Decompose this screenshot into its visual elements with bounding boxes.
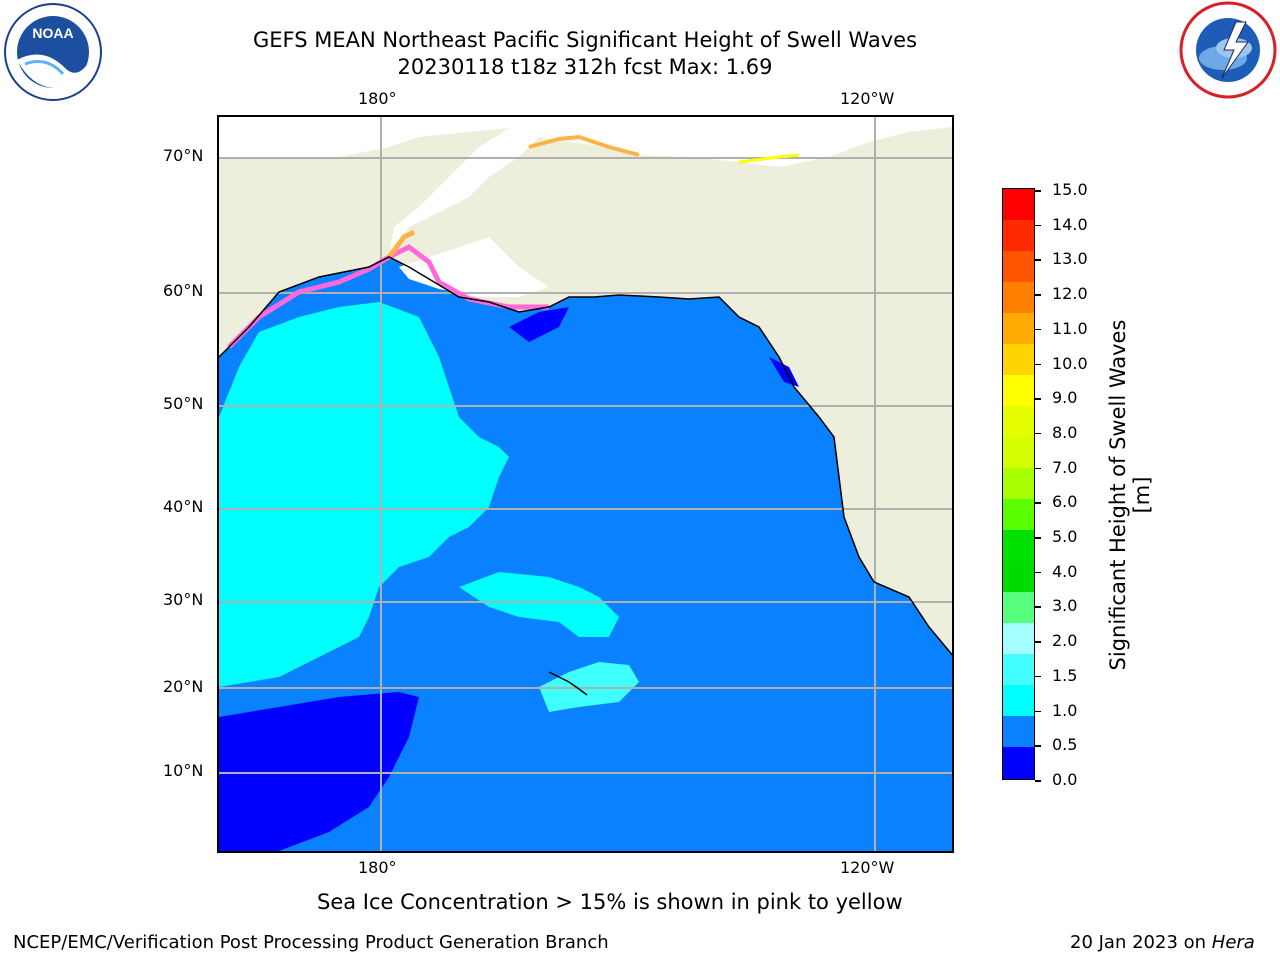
colorbar-tick-label: 5.0: [1052, 527, 1078, 547]
colorbar-tick-mark: [1035, 710, 1041, 713]
colorbar-segment: [1003, 747, 1034, 779]
colorbar-tick-label: 0.5: [1052, 735, 1078, 755]
lat-label-30n: 30°N: [163, 590, 204, 609]
sea-ice-note: Sea Ice Concentration > 15% is shown in …: [317, 890, 903, 914]
colorbar-segment: [1003, 375, 1034, 407]
colorbar-tick-mark: [1035, 745, 1041, 747]
bering-strait-water: [389, 122, 554, 257]
graticule: [219, 117, 952, 851]
colorbar-label: Significant Height of Swell Waves [m]: [1106, 319, 1154, 671]
colorbar-segment: [1003, 716, 1034, 748]
colorbar-tick-label: 0.0: [1052, 770, 1078, 789]
colorbar-tick-label: 14.0: [1052, 214, 1088, 234]
colorbar-segment: [1003, 437, 1034, 469]
colorbar-segment: [1003, 344, 1034, 376]
colorbar-segment: [1003, 561, 1034, 593]
colorbar-tick-label: 4.0: [1052, 561, 1078, 581]
colorbar-segment: [1003, 313, 1034, 345]
map-panel: [217, 115, 954, 853]
colorbar-tick-label: 9.0: [1052, 388, 1078, 408]
colorbar-tick-label: 10.0: [1052, 353, 1088, 373]
colorbar-tick-mark: [1035, 328, 1041, 331]
lat-label-50n: 50°N: [163, 394, 204, 413]
swell-region-low-southwest: [219, 692, 419, 851]
colorbar-tick-mark: [1035, 537, 1041, 539]
colorbar-tick-mark: [1035, 398, 1041, 400]
colorbar-tick-label: 13.0: [1052, 249, 1088, 269]
arctic-water: [219, 117, 952, 167]
sea-ice-edge-orange: [387, 229, 416, 259]
colorbar-tick-mark: [1035, 467, 1041, 470]
colorbar-tick-label: 8.0: [1052, 422, 1078, 442]
colorbar-tick-mark: [1035, 259, 1041, 261]
colorbar-tick-label: 1.0: [1052, 700, 1078, 720]
lat-label-10n: 10°N: [163, 761, 204, 780]
noaa-logo: NOAA: [3, 2, 103, 102]
colorbar-segment: [1003, 220, 1034, 252]
colorbar: [1002, 188, 1035, 780]
swell-region-low-gulf: [509, 307, 569, 342]
colorbar-tick-mark: [1035, 675, 1041, 678]
colorbar-tick-mark: [1035, 606, 1041, 608]
footer-date: 20 Jan 2023 on: [1070, 932, 1212, 953]
lat-label-60n: 60°N: [163, 281, 204, 300]
colorbar-tick-mark: [1035, 432, 1041, 435]
footer-timestamp: 20 Jan 2023 on Hera: [1070, 932, 1255, 953]
colorbar-tick-label: 1.5: [1052, 665, 1078, 685]
swell-region-low-coast: [769, 357, 799, 387]
colorbar-tick-label: 7.0: [1052, 457, 1078, 477]
sea-ice-edge-north: [528, 134, 640, 157]
footer-host: Hera: [1211, 932, 1255, 953]
colorbar-tick-label: 15.0: [1052, 180, 1088, 199]
colorbar-tick-mark: [1035, 363, 1041, 366]
sea-ice-edge-yellow: [738, 153, 800, 164]
colorbar-segment: [1003, 468, 1034, 500]
colorbar-tick-mark: [1035, 224, 1041, 227]
noaa-logo-text: NOAA: [32, 25, 73, 41]
colorbar-tick-label: 3.0: [1052, 596, 1078, 616]
colorbar-tick-mark: [1035, 641, 1041, 643]
colorbar-segment: [1003, 406, 1034, 438]
colorbar-tick-mark: [1035, 190, 1041, 192]
lon-label-bottom-120w: 120°W: [840, 858, 895, 877]
swell-region-high: [219, 302, 509, 687]
chart-title: GEFS MEAN Northeast Pacific Significant …: [252, 28, 918, 52]
colorbar-segment: [1003, 251, 1034, 283]
colorbar-segment: [1003, 282, 1034, 314]
lat-label-70n: 70°N: [163, 146, 204, 165]
colorbar-tick-label: 12.0: [1052, 284, 1088, 304]
colorbar-segment: [1003, 189, 1034, 221]
colorbar-segment: [1003, 592, 1034, 624]
colorbar-tick-mark: [1035, 571, 1041, 574]
map-canvas: [219, 117, 952, 851]
chart-subtitle: 20230118 t18z 312h fcst Max: 1.69: [397, 55, 773, 79]
hawaiian-islands: [548, 671, 588, 696]
colorbar-segment: [1003, 685, 1034, 717]
nws-logo: [1178, 0, 1278, 100]
swell-patch-hawaii-1: [459, 572, 619, 637]
colorbar-tick-mark: [1035, 780, 1041, 782]
colorbar-segment: [1003, 530, 1034, 562]
lat-label-20n: 20°N: [163, 677, 204, 696]
colorbar-tick-label: 11.0: [1052, 318, 1088, 338]
colorbar-tick-mark: [1035, 502, 1041, 504]
colorbar-tick-mark: [1035, 294, 1041, 296]
lon-label-bottom-180: 180°: [358, 858, 397, 877]
colorbar-segment: [1003, 654, 1034, 686]
colorbar-segment: [1003, 623, 1034, 655]
lon-label-top-120w: 120°W: [840, 89, 895, 108]
footer-branch: NCEP/EMC/Verification Post Processing Pr…: [13, 932, 609, 953]
coastline: [219, 256, 952, 656]
colorbar-tick-label: 6.0: [1052, 492, 1078, 512]
colorbar-segment: [1003, 499, 1034, 531]
lat-label-40n: 40°N: [163, 497, 204, 516]
colorbar-tick-label: 2.0: [1052, 631, 1078, 651]
lon-label-top-180: 180°: [358, 89, 397, 108]
